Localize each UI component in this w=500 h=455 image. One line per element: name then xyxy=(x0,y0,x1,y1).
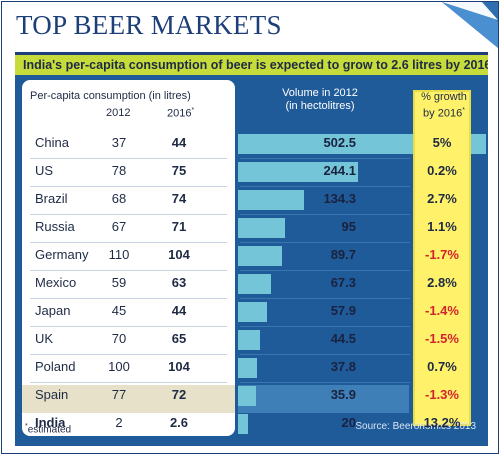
value-2012: 70 xyxy=(111,331,127,346)
volume-bar xyxy=(238,162,359,182)
row-divider xyxy=(240,354,410,355)
row-divider xyxy=(240,298,410,299)
value-2012: 78 xyxy=(111,163,127,178)
growth-label: 13.2% xyxy=(423,415,461,430)
value-2012: 2 xyxy=(115,415,123,430)
value-2012: 77 xyxy=(111,387,127,402)
country-name: Mexico xyxy=(35,275,77,290)
volume-header: Volume in 2012 (in hectolitres) xyxy=(282,87,358,112)
row-divider xyxy=(30,214,227,215)
value-2016: 2.6 xyxy=(169,415,189,430)
growth-label: -1.5% xyxy=(425,331,459,346)
value-2016: 63 xyxy=(171,275,187,290)
row-divider xyxy=(240,214,410,215)
value-2012: 45 xyxy=(111,303,127,318)
row-divider xyxy=(30,186,227,187)
volume-bar xyxy=(238,246,283,266)
volume-label: 37.8 xyxy=(330,359,356,374)
value-2012: 59 xyxy=(111,275,127,290)
growth-label: -1.3% xyxy=(425,387,459,402)
volume-bar xyxy=(238,218,285,238)
country-name: Germany xyxy=(35,247,89,262)
volume-label: 57.9 xyxy=(330,303,356,318)
year-2016-header: 2016* xyxy=(167,107,195,120)
chart-subtitle: India's per-capita consumption of beer i… xyxy=(15,52,488,75)
value-2016: 104 xyxy=(168,247,190,262)
volume-bar xyxy=(238,190,305,210)
row-divider xyxy=(240,242,410,243)
volume-label: 67.3 xyxy=(330,275,356,290)
page-curl-corner xyxy=(442,2,498,48)
value-2012: 110 xyxy=(108,247,130,262)
row-divider xyxy=(30,354,227,355)
value-2016: 74 xyxy=(171,191,187,206)
value-2012: 100 xyxy=(108,359,130,374)
value-2012: 67 xyxy=(111,219,127,234)
volume-bar xyxy=(238,414,248,434)
value-2012: 37 xyxy=(111,135,127,150)
country-name: India xyxy=(35,415,66,430)
growth-label: -1.4% xyxy=(425,303,459,318)
year-2012-header: 2012 xyxy=(106,107,131,119)
volume-label: 89.7 xyxy=(330,247,356,262)
volume-label: 35.9 xyxy=(330,387,356,402)
chart-title: TOP BEER MARKETS xyxy=(16,10,282,40)
row-divider xyxy=(240,326,410,327)
per-capita-header: Per-capita consumption (in litres) xyxy=(30,90,191,102)
volume-label: 20 xyxy=(341,415,356,430)
value-2016: 71 xyxy=(171,219,187,234)
value-2016: 65 xyxy=(171,331,187,346)
volume-label: 134.3 xyxy=(323,191,356,206)
source-credit: Source: Beeronomics 2013 xyxy=(355,421,476,432)
value-2012: 68 xyxy=(111,191,127,206)
row-divider xyxy=(240,270,410,271)
row-divider xyxy=(30,326,227,327)
volume-label: 502.5 xyxy=(323,135,356,150)
volume-bar xyxy=(238,330,260,350)
volume-label: 244.1 xyxy=(323,163,356,178)
growth-label: 0.7% xyxy=(427,359,457,374)
value-2016: 44 xyxy=(171,135,187,150)
per-capita-table: Per-capita consumption (in litres) 2012 … xyxy=(22,80,235,436)
growth-column xyxy=(413,90,471,426)
row-divider xyxy=(30,270,227,271)
row-divider xyxy=(30,158,227,159)
country-name: Russia xyxy=(35,219,75,234)
value-2016: 104 xyxy=(168,359,190,374)
growth-label: 5% xyxy=(432,135,452,150)
row-divider xyxy=(30,382,227,383)
row-divider xyxy=(240,382,410,383)
growth-label: -1.7% xyxy=(425,247,459,262)
country-name: Japan xyxy=(35,303,71,318)
data-panel: Per-capita consumption (in litres) 2012 … xyxy=(15,75,488,446)
country-name: Brazil xyxy=(35,191,68,206)
row-divider xyxy=(240,186,410,187)
volume-bar xyxy=(238,302,267,322)
volume-bar xyxy=(238,358,257,378)
value-2016: 44 xyxy=(171,303,187,318)
value-2016: 72 xyxy=(171,387,187,402)
row-divider xyxy=(30,298,227,299)
row-divider xyxy=(240,158,410,159)
volume-bar xyxy=(238,274,272,294)
growth-label: 1.1% xyxy=(427,219,457,234)
growth-label: 2.8% xyxy=(427,275,457,290)
country-name: UK xyxy=(35,331,54,346)
growth-header: % growth by 2016* xyxy=(421,91,467,120)
country-name: Spain xyxy=(35,387,69,402)
india-bar-strip xyxy=(238,385,409,413)
value-2016: 75 xyxy=(171,163,187,178)
country-name: US xyxy=(35,163,54,178)
volume-label: 44.5 xyxy=(330,331,356,346)
india-row-highlight xyxy=(22,385,235,413)
growth-label: 2.7% xyxy=(427,191,457,206)
growth-label: 0.2% xyxy=(427,163,457,178)
country-name: Poland xyxy=(35,359,76,374)
country-name: China xyxy=(35,135,69,150)
row-divider xyxy=(30,242,227,243)
volume-bar xyxy=(238,386,256,406)
volume-label: 95 xyxy=(341,219,356,234)
footnote: *estimated xyxy=(25,423,72,436)
